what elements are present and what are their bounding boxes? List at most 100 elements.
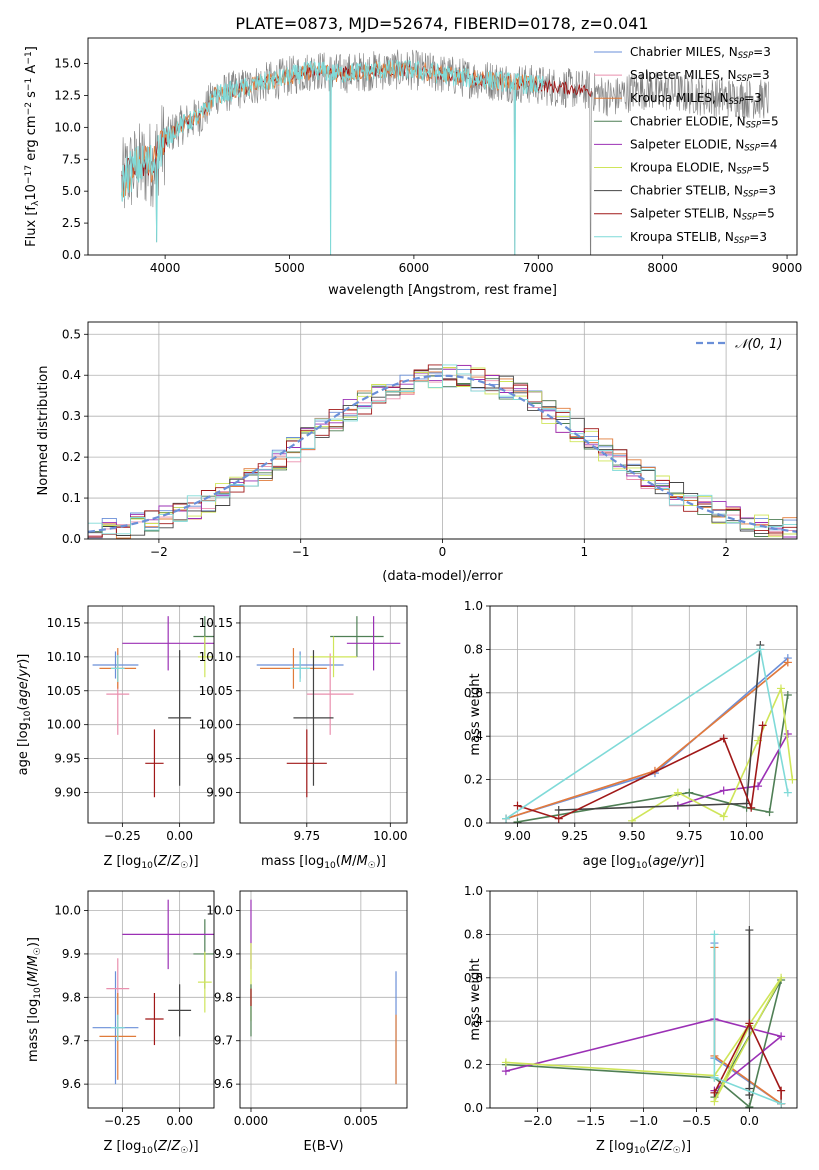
y-tick-label: 9.6 xyxy=(214,1077,233,1091)
x-tick-label: 0.00 xyxy=(166,829,193,843)
y-tick-label: 0.0 xyxy=(464,1101,483,1115)
x-tick-label: 0.005 xyxy=(344,1114,378,1128)
x-tick-label: 6000 xyxy=(399,261,430,275)
series-marker xyxy=(783,788,792,797)
y-tick-label: 9.8 xyxy=(214,990,233,1004)
spectrum-model-kroupa-stelib xyxy=(121,59,545,255)
series-marker xyxy=(765,808,774,817)
y-axis-label: Normed distribution xyxy=(36,366,51,496)
series-marker xyxy=(777,1032,786,1041)
y-tick-label: 0.4 xyxy=(62,368,81,382)
errorbars xyxy=(256,616,401,798)
y-tick-label: 9.9 xyxy=(214,947,233,961)
age_vs_mass-panel: 9.75 10.00 9.90 9.95 10.00 10.05 10.10 10.15 mas… xyxy=(199,605,408,871)
x-tick-label: 9.50 xyxy=(619,829,646,843)
series-marker xyxy=(554,805,563,814)
x-tick-label: −1 xyxy=(292,545,310,559)
x-tick-label: −2 xyxy=(150,545,168,559)
spectrum-panel: 4000 5000 6000 7000 8000 9000 0.0 2.5 5.0 7.5 10.0… xyxy=(24,37,803,298)
legend-label: Kroupa STELIB, NSSP=3 xyxy=(630,230,767,245)
y-tick-label: 10.00 xyxy=(47,718,81,732)
y-tick-label: 15.0 xyxy=(54,57,81,71)
series-marker xyxy=(719,734,728,743)
y-axis-label: age [log10(age/yr)] xyxy=(16,654,33,776)
y-tick-label: 0.8 xyxy=(464,642,483,656)
y-tick-label: 10.0 xyxy=(206,904,233,918)
errorbars xyxy=(92,616,214,798)
series-marker xyxy=(745,926,754,935)
series-marker xyxy=(685,788,694,797)
y-tick-label: 9.9 xyxy=(62,947,81,961)
massweight_vs_Z-panel: −2.0 −1.5 −1.0 −0.5 0.0 0.0 0.2 0.4 0.6 0.8 1.0 Z [… xyxy=(464,884,798,1156)
y-tick-label: 9.95 xyxy=(54,752,81,766)
x-tick-label: −1.0 xyxy=(629,1114,658,1128)
spectrum-curves xyxy=(121,49,769,255)
y-tick-label: 12.5 xyxy=(54,88,81,102)
y-tick-label: 9.95 xyxy=(206,752,233,766)
y-tick-label: 9.90 xyxy=(54,785,81,799)
series-marker xyxy=(719,812,728,821)
legend-label: Kroupa MILES, NSSP=3 xyxy=(630,91,762,106)
y-tick-label: 10.00 xyxy=(199,718,233,732)
x-tick-label: 9.00 xyxy=(504,829,531,843)
axes-frame xyxy=(87,605,215,824)
series-line-kroupa_elodie xyxy=(631,685,794,822)
errorbars xyxy=(250,899,397,1085)
legend-label: Salpeter ELODIE, NSSP=4 xyxy=(630,137,778,152)
y-axis-label: Flux [fλ10−17 erg cm−2 s−1 A−1] xyxy=(24,46,41,247)
y-tick-label: 0.5 xyxy=(62,327,81,341)
series-marker xyxy=(783,658,792,667)
series-marker xyxy=(747,803,756,812)
y-tick-label: 9.90 xyxy=(206,785,233,799)
y-tick-label: 0.4 xyxy=(464,729,483,743)
y-tick-label: 0.3 xyxy=(62,409,81,423)
y-tick-label: 7.5 xyxy=(62,152,81,166)
series-marker xyxy=(710,1073,719,1082)
histogram-kroupa_stelib xyxy=(88,364,797,539)
x-tick-label: 9.75 xyxy=(293,829,320,843)
y-axis-label: mass weight xyxy=(468,958,483,1040)
series-line-salpeter_stelib xyxy=(713,1021,782,1104)
x-tick-label: 0.00 xyxy=(166,1114,193,1128)
axes-frame xyxy=(489,890,798,1109)
x-tick-label: 9.25 xyxy=(561,829,588,843)
y-tick-label: 10.05 xyxy=(47,684,81,698)
massweight_vs_age-panel: 9.00 9.25 9.50 9.75 10.00 0.0 0.2 0.4 0.6 0.8 1.0 a… xyxy=(464,599,798,871)
y-tick-label: 10.10 xyxy=(199,650,233,664)
legend-label: Kroupa ELODIE, NSSP=5 xyxy=(630,161,770,176)
y-tick-label: 0.0 xyxy=(464,816,483,830)
x-tick-label: 10.00 xyxy=(373,829,407,843)
axes-frame xyxy=(87,890,215,1109)
y-tick-label: 0.2 xyxy=(464,1058,483,1072)
series-line-salpeter_elodie xyxy=(677,733,789,807)
series-marker xyxy=(710,1088,719,1097)
y-tick-label: 9.7 xyxy=(214,1034,233,1048)
y-tick-label: 0.0 xyxy=(62,248,81,262)
x-axis-label: age [log10(age/yr)] xyxy=(583,854,705,871)
x-tick-label: 8000 xyxy=(647,261,678,275)
y-tick-label: 2.5 xyxy=(62,216,81,230)
series-marker xyxy=(745,1102,754,1108)
series-marker xyxy=(501,1058,510,1067)
x-axis-label: Z [log10(Z/Z☉)] xyxy=(103,854,198,871)
x-tick-label: 4000 xyxy=(150,261,181,275)
legend-label: 𝒩(0, 1) xyxy=(735,337,782,352)
y-tick-label: 0.6 xyxy=(464,686,483,700)
x-tick-label: 1 xyxy=(580,545,588,559)
x-axis-label: wavelength [Angstrom, rest frame] xyxy=(328,283,557,298)
y-tick-label: 1.0 xyxy=(464,599,483,613)
y-tick-label: 10.10 xyxy=(47,650,81,664)
axes-frame xyxy=(239,605,408,824)
mass_vs_ebv-panel: 0.000 0.005 9.6 9.7 9.8 9.9 10.0 E(B-V) xyxy=(206,890,408,1154)
normal-curve xyxy=(88,374,797,533)
series-marker xyxy=(501,1067,510,1076)
x-tick-label: −2.0 xyxy=(523,1114,552,1128)
y-tick-label: 10.15 xyxy=(199,616,233,630)
legend: 𝒩(0, 1) xyxy=(696,337,782,352)
series-marker xyxy=(776,684,785,693)
series-marker xyxy=(788,775,797,784)
series-marker xyxy=(673,788,682,797)
series-marker xyxy=(513,801,522,810)
series-marker xyxy=(554,814,563,823)
x-tick-label: 9000 xyxy=(772,261,803,275)
